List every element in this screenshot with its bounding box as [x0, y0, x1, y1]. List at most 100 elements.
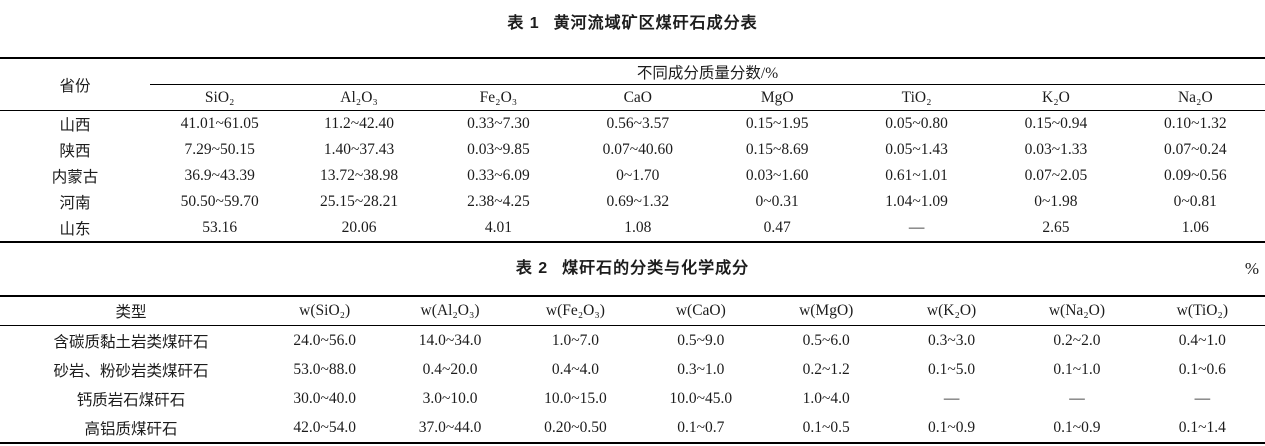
- value-cell: 0.20~0.50: [544, 418, 607, 436]
- value-cell: 1.06: [1181, 219, 1209, 236]
- value-cell: 0.47: [763, 219, 791, 236]
- table1: 省份 不同成分质量分数/% SiO₂ Al₂O₃ Fe₂O₃ CaO MgO T…: [0, 57, 1265, 243]
- value-cell: 1.08: [624, 219, 652, 236]
- value-cell: —: [1069, 389, 1085, 407]
- value-cell: 0.1~5.0: [927, 360, 976, 378]
- value-cell: 10.0~45.0: [669, 389, 733, 407]
- table1-title: 黄河流域矿区煤矸石成分表: [553, 15, 758, 32]
- value-cell: 2.38~4.25: [467, 193, 530, 210]
- value-cell: —: [1194, 389, 1211, 407]
- value-cell: 0.5~6.0: [802, 331, 850, 349]
- row-label: 含碳质黏土岩类煤矸石: [53, 333, 209, 351]
- table2-number: 表 2: [515, 260, 549, 277]
- row-label: 山西: [59, 117, 91, 134]
- column-header: Al₂O₃: [289, 84, 429, 111]
- table-row: 河南 50.50~59.70 25.15~28.21 2.38~4.25 0.6…: [0, 189, 1265, 215]
- value-cell: 53.16: [202, 219, 238, 236]
- value-cell: 0.1~0.9: [927, 418, 976, 436]
- value-cell: 14.0~34.0: [418, 331, 482, 349]
- value-cell: 0~1.98: [1034, 193, 1078, 210]
- value-cell: 0~0.81: [1173, 193, 1217, 210]
- value-cell: 24.0~56.0: [293, 331, 356, 349]
- value-cell: 0.15~8.69: [745, 141, 809, 158]
- value-cell: 0.1~0.9: [1053, 418, 1101, 436]
- value-cell: 0.10~1.32: [1163, 115, 1227, 132]
- value-cell: 53.0~88.0: [293, 360, 356, 378]
- column-header: w(CaO): [638, 296, 764, 326]
- value-cell: 4.01: [484, 219, 512, 236]
- value-cell: 37.0~44.0: [418, 418, 482, 436]
- table-row: 陕西 7.29~50.15 1.40~37.43 0.03~9.85 0.07~…: [0, 137, 1265, 163]
- table2-header-row: 类型 w(SiO₂) w(Al₂O₃) w(Fe₂O₃) w(CaO) w(Mg…: [0, 296, 1265, 326]
- table-row: 山西 41.01~61.05 11.2~42.40 0.33~7.30 0.56…: [0, 111, 1265, 138]
- value-cell: —: [908, 219, 925, 236]
- column-header: Na₂O: [1125, 84, 1265, 111]
- value-cell: 0.07~0.24: [1163, 141, 1227, 158]
- value-cell: 0.1~1.4: [1178, 418, 1226, 436]
- column-header: w(K₂O): [888, 296, 1015, 326]
- value-cell: 10.0~15.0: [544, 389, 607, 407]
- value-cell: 13.72~38.98: [319, 167, 399, 184]
- value-cell: 0.69~1.32: [606, 193, 670, 210]
- table-row: 含碳质黏土岩类煤矸石 24.0~56.0 14.0~34.0 1.0~7.0 0…: [0, 326, 1265, 356]
- column-header: w(Fe₂O₃): [512, 296, 639, 326]
- table-row: 高铝质煤矸石 42.0~54.0 37.0~44.0 0.20~0.50 0.1…: [0, 413, 1265, 443]
- row-label: 陕西: [59, 143, 91, 160]
- row-label: 砂岩、粉砂岩类煤矸石: [53, 362, 209, 380]
- column-header: 类型: [0, 296, 262, 326]
- group-header: 不同成分质量分数/%: [150, 58, 1265, 85]
- value-cell: 30.0~40.0: [293, 389, 356, 407]
- value-cell: 7.29~50.15: [184, 141, 255, 158]
- table2: 类型 w(SiO₂) w(Al₂O₃) w(Fe₂O₃) w(CaO) w(Mg…: [0, 295, 1265, 444]
- table2-caption: 表 2 煤矸石的分类与化学成分 %: [0, 256, 1265, 282]
- value-cell: 0.33~7.30: [467, 115, 530, 132]
- value-cell: 0.07~2.05: [1024, 167, 1088, 184]
- column-header: w(TiO₂): [1139, 296, 1265, 326]
- value-cell: 11.2~42.40: [324, 115, 394, 132]
- value-cell: 3.0~10.0: [422, 389, 478, 407]
- value-cell: 0.03~1.60: [745, 167, 809, 184]
- column-header: w(SiO₂): [262, 296, 388, 326]
- row-label: 河南: [59, 195, 91, 212]
- value-cell: 0.1~0.7: [677, 418, 725, 436]
- value-cell: —: [943, 389, 960, 407]
- column-header: w(Na₂O): [1014, 296, 1140, 326]
- value-cell: 0.15~0.94: [1024, 115, 1088, 132]
- value-cell: 20.06: [341, 219, 377, 236]
- table1-number: 表 1: [507, 15, 540, 32]
- table-row: 钙质岩石煤矸石 30.0~40.0 3.0~10.0 10.0~15.0 10.…: [0, 384, 1265, 413]
- column-header: w(MgO): [763, 296, 889, 326]
- value-cell: 0.2~1.2: [802, 360, 850, 378]
- table1-header-row-2: SiO₂ Al₂O₃ Fe₂O₃ CaO MgO TiO₂ K₂O Na₂O: [0, 84, 1265, 111]
- value-cell: 50.50~59.70: [180, 193, 259, 210]
- value-cell: 0.05~1.43: [885, 141, 948, 158]
- value-cell: 1.04~1.09: [885, 193, 948, 210]
- table2-unit: %: [1244, 259, 1259, 278]
- value-cell: 2.65: [1042, 219, 1070, 236]
- column-header: SiO₂: [150, 84, 290, 111]
- value-cell: 0.5~9.0: [677, 331, 725, 349]
- value-cell: 0.03~1.33: [1024, 141, 1088, 158]
- value-cell: 0.15~1.95: [745, 115, 809, 132]
- column-header: TiO₂: [846, 84, 987, 111]
- value-cell: 1.0~7.0: [551, 331, 599, 349]
- column-header: w(Al₂O₃): [387, 296, 513, 326]
- value-cell: 0.1~0.5: [802, 418, 850, 436]
- value-cell: 0.4~4.0: [551, 360, 599, 378]
- value-cell: 0.03~9.85: [467, 141, 530, 158]
- table2-title: 煤矸石的分类与化学成分: [562, 260, 750, 277]
- value-cell: 0.61~1.01: [885, 167, 948, 184]
- value-cell: 1.0~4.0: [802, 389, 850, 407]
- value-cell: 0~1.70: [616, 167, 660, 184]
- row-label: 山东: [59, 221, 91, 238]
- column-header: Fe₂O₃: [428, 84, 569, 111]
- value-cell: 0.09~0.56: [1163, 167, 1227, 184]
- value-cell: 0.1~1.0: [1053, 360, 1101, 378]
- value-cell: 0.05~0.80: [885, 115, 948, 132]
- value-cell: 0.1~0.6: [1178, 360, 1226, 378]
- table1-caption: 表 1 黄河流域矿区煤矸石成分表: [0, 0, 1265, 37]
- value-cell: 36.9~43.39: [184, 167, 255, 184]
- table-row: 内蒙古 36.9~43.39 13.72~38.98 0.33~6.09 0~1…: [0, 163, 1265, 189]
- value-cell: 0.3~3.0: [927, 331, 976, 349]
